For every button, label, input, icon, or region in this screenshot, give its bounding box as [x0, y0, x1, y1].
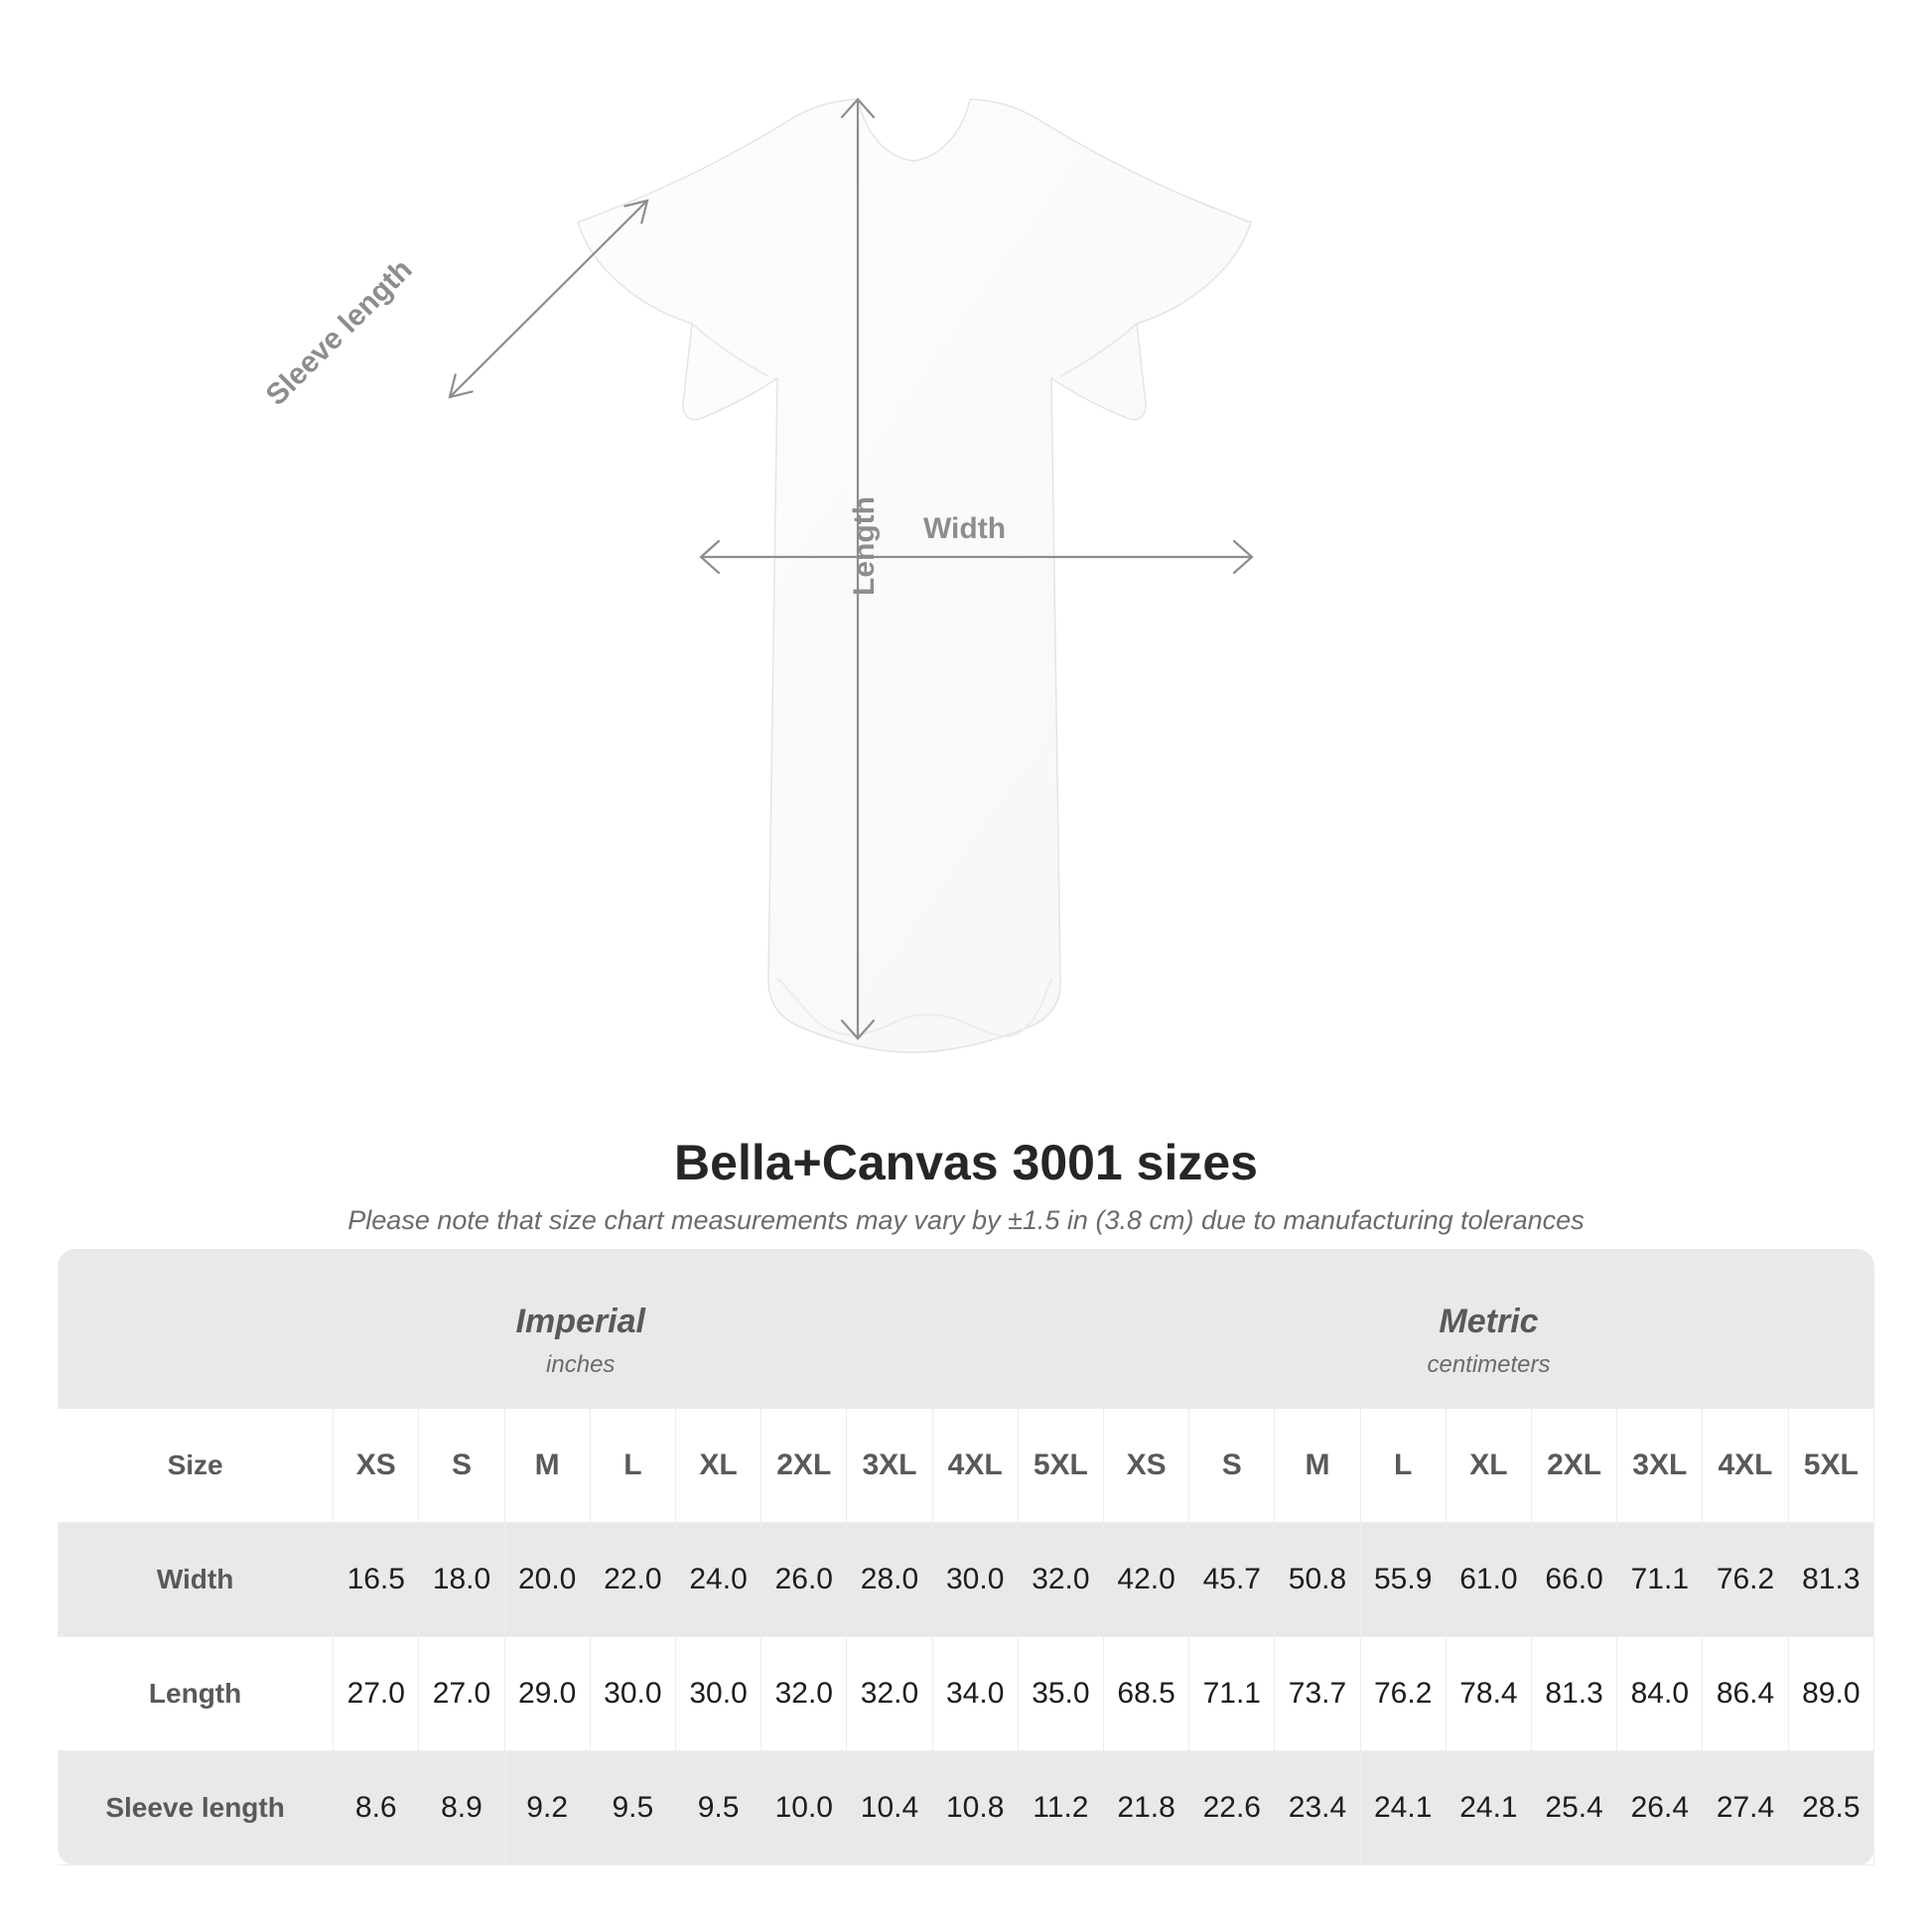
svg-text:Length: Length	[848, 496, 881, 596]
svg-text:Width: Width	[923, 512, 1006, 545]
svg-text:Sleeve length: Sleeve length	[260, 253, 419, 412]
